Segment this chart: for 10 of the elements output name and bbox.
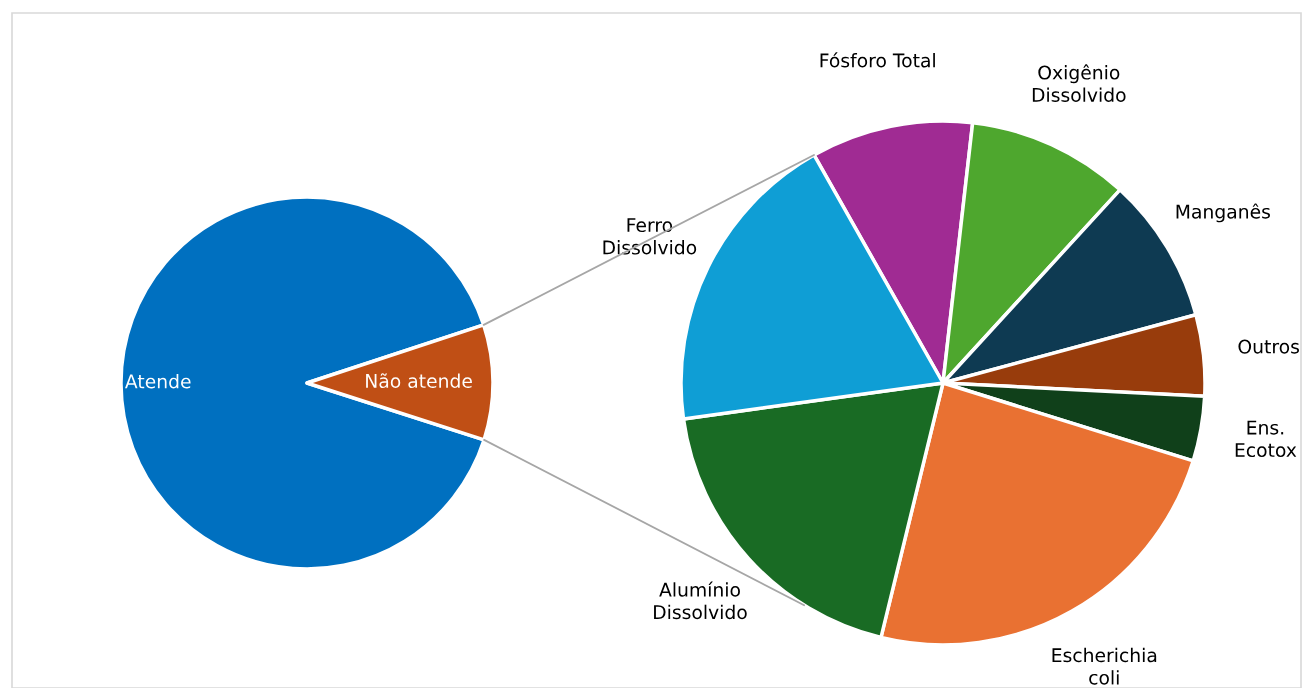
slice-label: Atende xyxy=(124,373,191,389)
slice-label: Fósforo Total xyxy=(820,52,935,68)
slice-label: Manganês xyxy=(1176,203,1270,223)
slice-label: Ens. Ecotox xyxy=(1235,420,1297,458)
slice-label: Ferro Dissolvido xyxy=(603,218,697,255)
slice-label: Oxigênio Dissolvido xyxy=(1032,64,1126,103)
slice-label: Escherichia coli xyxy=(1052,647,1157,685)
slice-label: Outros xyxy=(1238,339,1299,354)
slice-label: Alumínio Dissolvido xyxy=(654,581,747,620)
slice-label: Não atende xyxy=(366,373,472,389)
